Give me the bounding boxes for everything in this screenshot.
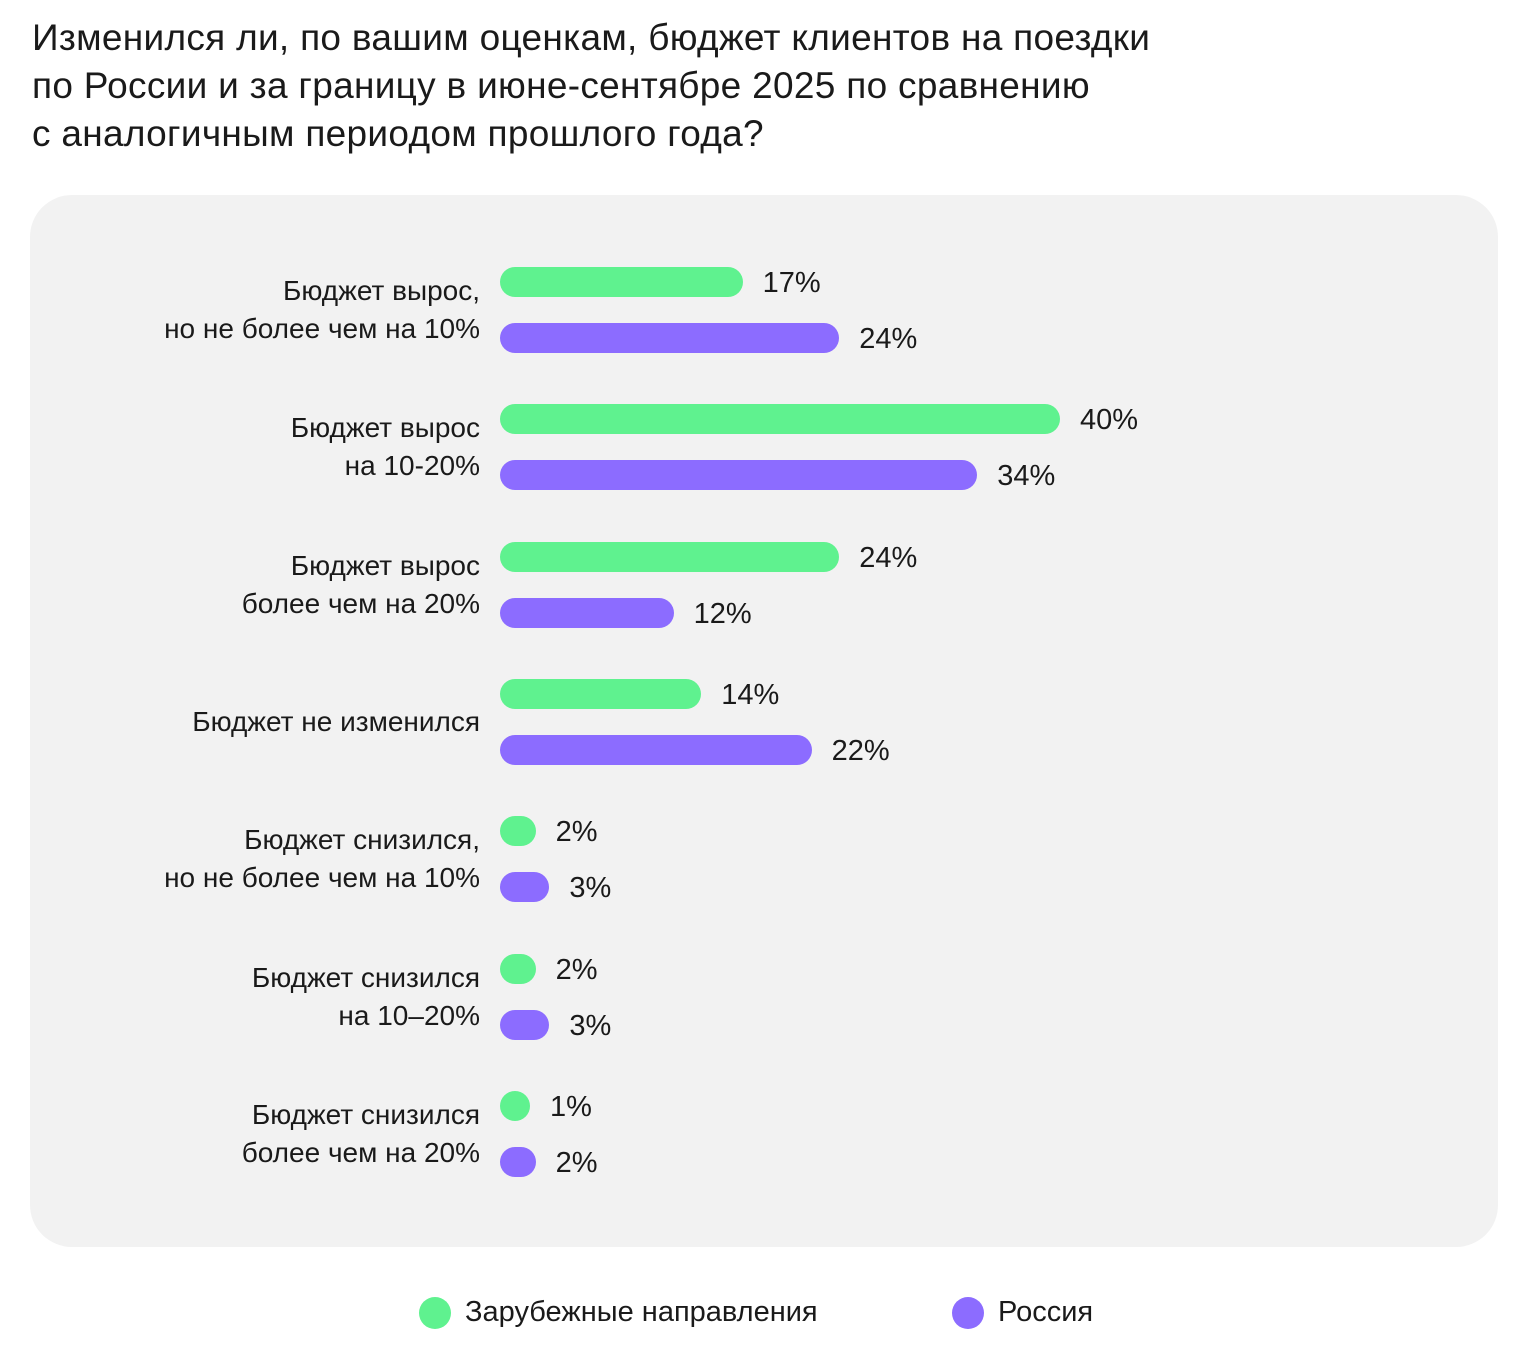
bar-foreign xyxy=(500,541,840,572)
category-label-line: Бюджет вырос xyxy=(290,412,480,444)
data-label: 14% xyxy=(721,678,780,711)
title-line: с аналогичным периодом прошлого года? xyxy=(32,113,764,154)
category-label-line: более чем на 20% xyxy=(241,587,480,619)
bar-russia xyxy=(500,1009,550,1040)
category-label: Бюджет вырос, но не более чем на 10% xyxy=(60,272,480,348)
chart-panel xyxy=(30,195,1498,1247)
bar-foreign xyxy=(500,816,536,847)
data-label: 1% xyxy=(550,1090,592,1123)
category-label-line: но не более чем на 10% xyxy=(164,313,480,344)
data-label: 2% xyxy=(555,1146,598,1179)
bar-russia xyxy=(500,1146,536,1177)
data-label: 40% xyxy=(1080,404,1139,437)
category-label-line: более чем на 20% xyxy=(241,1136,480,1168)
category-label-line: Бюджет снизился, xyxy=(244,824,480,856)
category-label: Бюджет вырос более чем на 20% xyxy=(60,547,480,623)
bar-foreign xyxy=(500,267,743,297)
category-label-line: Бюджет снизился xyxy=(251,961,480,993)
legend: Зарубежные направления Россия xyxy=(0,1296,1515,1336)
data-label: 3% xyxy=(569,872,612,905)
category-label: Бюджет снизился, но не более чем на 10% xyxy=(60,821,480,897)
bar-foreign xyxy=(500,404,1060,435)
legend-item: Зарубежные направления xyxy=(419,1296,818,1329)
data-label: 3% xyxy=(569,1009,612,1042)
bar-foreign xyxy=(500,953,536,984)
bar-foreign xyxy=(500,678,702,709)
category-label: Бюджет не изменился xyxy=(60,703,480,741)
legend-dot-icon xyxy=(952,1296,984,1329)
data-label: 24% xyxy=(859,541,918,574)
chart-title: Изменился ли, по вашим оценкам, бюджет к… xyxy=(32,14,1432,158)
legend-dot-icon xyxy=(419,1296,451,1329)
data-label: 24% xyxy=(859,323,918,355)
data-label: 2% xyxy=(555,816,598,849)
data-label: 34% xyxy=(997,460,1056,493)
category-label-line: на 10–20% xyxy=(338,999,480,1031)
title-line: Изменился ли, по вашим оценкам, бюджет к… xyxy=(32,17,1151,58)
category-label-line: Бюджет не изменился xyxy=(192,705,480,737)
legend-label: Россия xyxy=(998,1296,1094,1328)
legend-item: Россия xyxy=(952,1296,1093,1329)
bar-foreign xyxy=(500,1090,530,1121)
category-label: Бюджет снизился более чем на 20% xyxy=(60,1096,480,1172)
bar-russia xyxy=(500,872,550,903)
category-label-line: но не более чем на 10% xyxy=(164,862,480,894)
title-line: по России и за границу в июне-сентябре 2… xyxy=(32,65,1090,106)
bar-russia xyxy=(500,734,812,765)
category-label-line: Бюджет снизился xyxy=(251,1098,480,1130)
category-label-line: на 10-20% xyxy=(344,450,480,482)
category-label-line: Бюджет вырос xyxy=(290,549,480,581)
legend-label: Зарубежные направления xyxy=(465,1296,818,1328)
data-label: 22% xyxy=(831,734,890,767)
data-label: 12% xyxy=(693,597,752,630)
category-label: Бюджет вырос на 10-20% xyxy=(60,409,480,485)
data-label: 2% xyxy=(555,953,598,986)
category-label-line: Бюджет вырос, xyxy=(283,275,480,306)
bar-russia xyxy=(500,460,978,491)
bar-russia xyxy=(500,323,840,353)
bar-russia xyxy=(500,597,674,628)
data-label: 17% xyxy=(762,267,821,299)
category-label: Бюджет снизился на 10–20% xyxy=(60,959,480,1035)
